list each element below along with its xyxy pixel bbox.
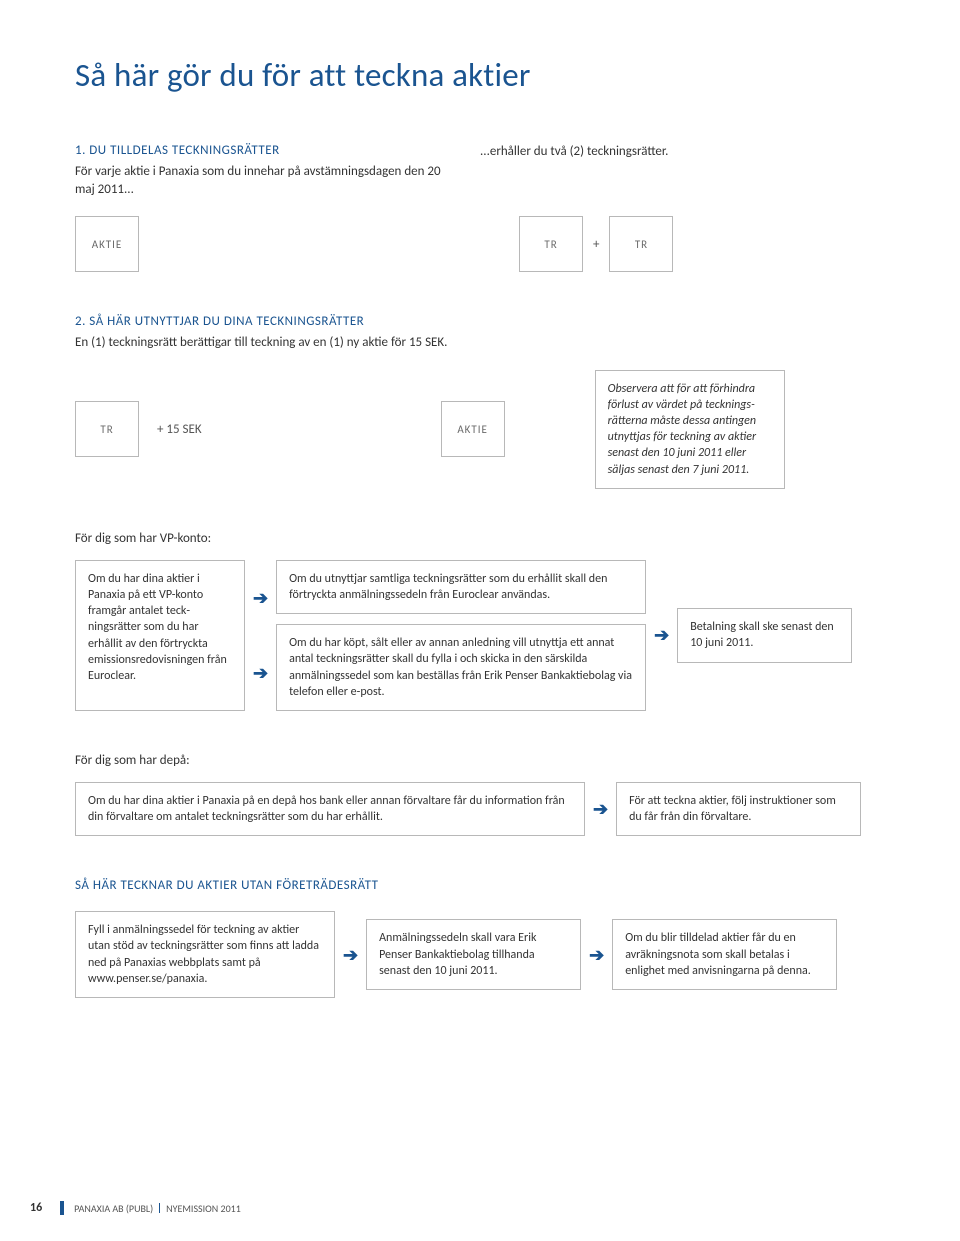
step1-intro: 1. DU TILLDELAS TECKNINGSRÄTTER För varj… xyxy=(75,143,885,198)
step2-heading: 2. SÅ HÄR UTNYTTJAR DU DINA TECKNINGSRÄT… xyxy=(75,314,885,329)
footer-accent xyxy=(60,1201,64,1215)
box-tr: TR xyxy=(75,401,139,457)
utan-box1: Fyll i anmälningssedel för teckning av a… xyxy=(75,911,335,998)
step2-text: En (1) teckningsrätt berättigar till tec… xyxy=(75,334,885,352)
page-footer: 16 PANAXIA AB (PUBL) NYEMISSION 2011 xyxy=(0,1201,241,1215)
utan-box2: Anmälningssedeln skall vara Erik Penser … xyxy=(366,919,581,990)
arrow-icon: ➔ xyxy=(253,589,268,607)
utan-flow: Fyll i anmälningssedel för teckning av a… xyxy=(75,911,885,998)
footer-divider xyxy=(159,1203,160,1213)
box-tr: TR xyxy=(609,216,673,272)
arrow-icon: ➔ xyxy=(253,664,268,682)
arrow-icon: ➔ xyxy=(654,626,669,644)
arrow-icon: ➔ xyxy=(343,946,358,964)
vp-flow: Om du har dina aktier i Panaxia på ett V… xyxy=(75,560,885,711)
vp-box2b: Om du har köpt, sålt eller av annan anle… xyxy=(276,624,646,711)
step1-heading: 1. DU TILLDELAS TECKNINGSRÄTTER xyxy=(75,143,450,158)
utan-box3: Om du blir tilldelad aktier får du en av… xyxy=(612,919,837,990)
arrow-icon: ➔ xyxy=(589,946,604,964)
vp-box2a: Om du utnyttjar samtliga teckningsrätter… xyxy=(276,560,646,614)
step1-left-text: För varje aktie i Panaxia som du innehar… xyxy=(75,163,450,198)
depa-heading: För dig som har depå: xyxy=(75,753,885,768)
step2-diagram: TR + 15 SEK AKTIE Observera att för att … xyxy=(75,370,885,489)
box-tr: TR xyxy=(519,216,583,272)
box-aktie: AKTIE xyxy=(75,216,139,272)
footer-company: PANAXIA AB (PUBL) xyxy=(74,1202,153,1215)
depa-flow: Om du har dina aktier i Panaxia på en de… xyxy=(75,782,885,836)
vp-box3: Betalning skall ske senast den 10 juni 2… xyxy=(677,608,852,662)
vp-heading: För dig som har VP-konto: xyxy=(75,531,885,546)
plus-15sek: + 15 SEK xyxy=(157,422,202,437)
vp-box1: Om du har dina aktier i Panaxia på ett V… xyxy=(75,560,245,711)
page-number: 16 xyxy=(30,1201,42,1215)
plus-sign: + xyxy=(593,237,599,252)
utan-heading: SÅ HÄR TECKNAR DU AKTIER UTAN FÖRETRÄDES… xyxy=(75,878,885,893)
arrow-icon: ➔ xyxy=(593,800,608,818)
depa-box1: Om du har dina aktier i Panaxia på en de… xyxy=(75,782,585,836)
box-aktie: AKTIE xyxy=(441,401,505,457)
depa-box2: För att teckna aktier, följ instruktione… xyxy=(616,782,861,836)
step1-right-text: ...erhåller du två (2) teckningsrätter. xyxy=(480,143,885,161)
step1-diagram: AKTIE TR + TR xyxy=(75,216,885,272)
footer-doc: NYEMISSION 2011 xyxy=(166,1202,241,1215)
observe-note: Observera att för att förhindra förlust … xyxy=(595,370,785,489)
page-title: Så här gör du för att teckna aktier xyxy=(75,55,885,95)
step2-intro: 2. SÅ HÄR UTNYTTJAR DU DINA TECKNINGSRÄT… xyxy=(75,314,885,352)
